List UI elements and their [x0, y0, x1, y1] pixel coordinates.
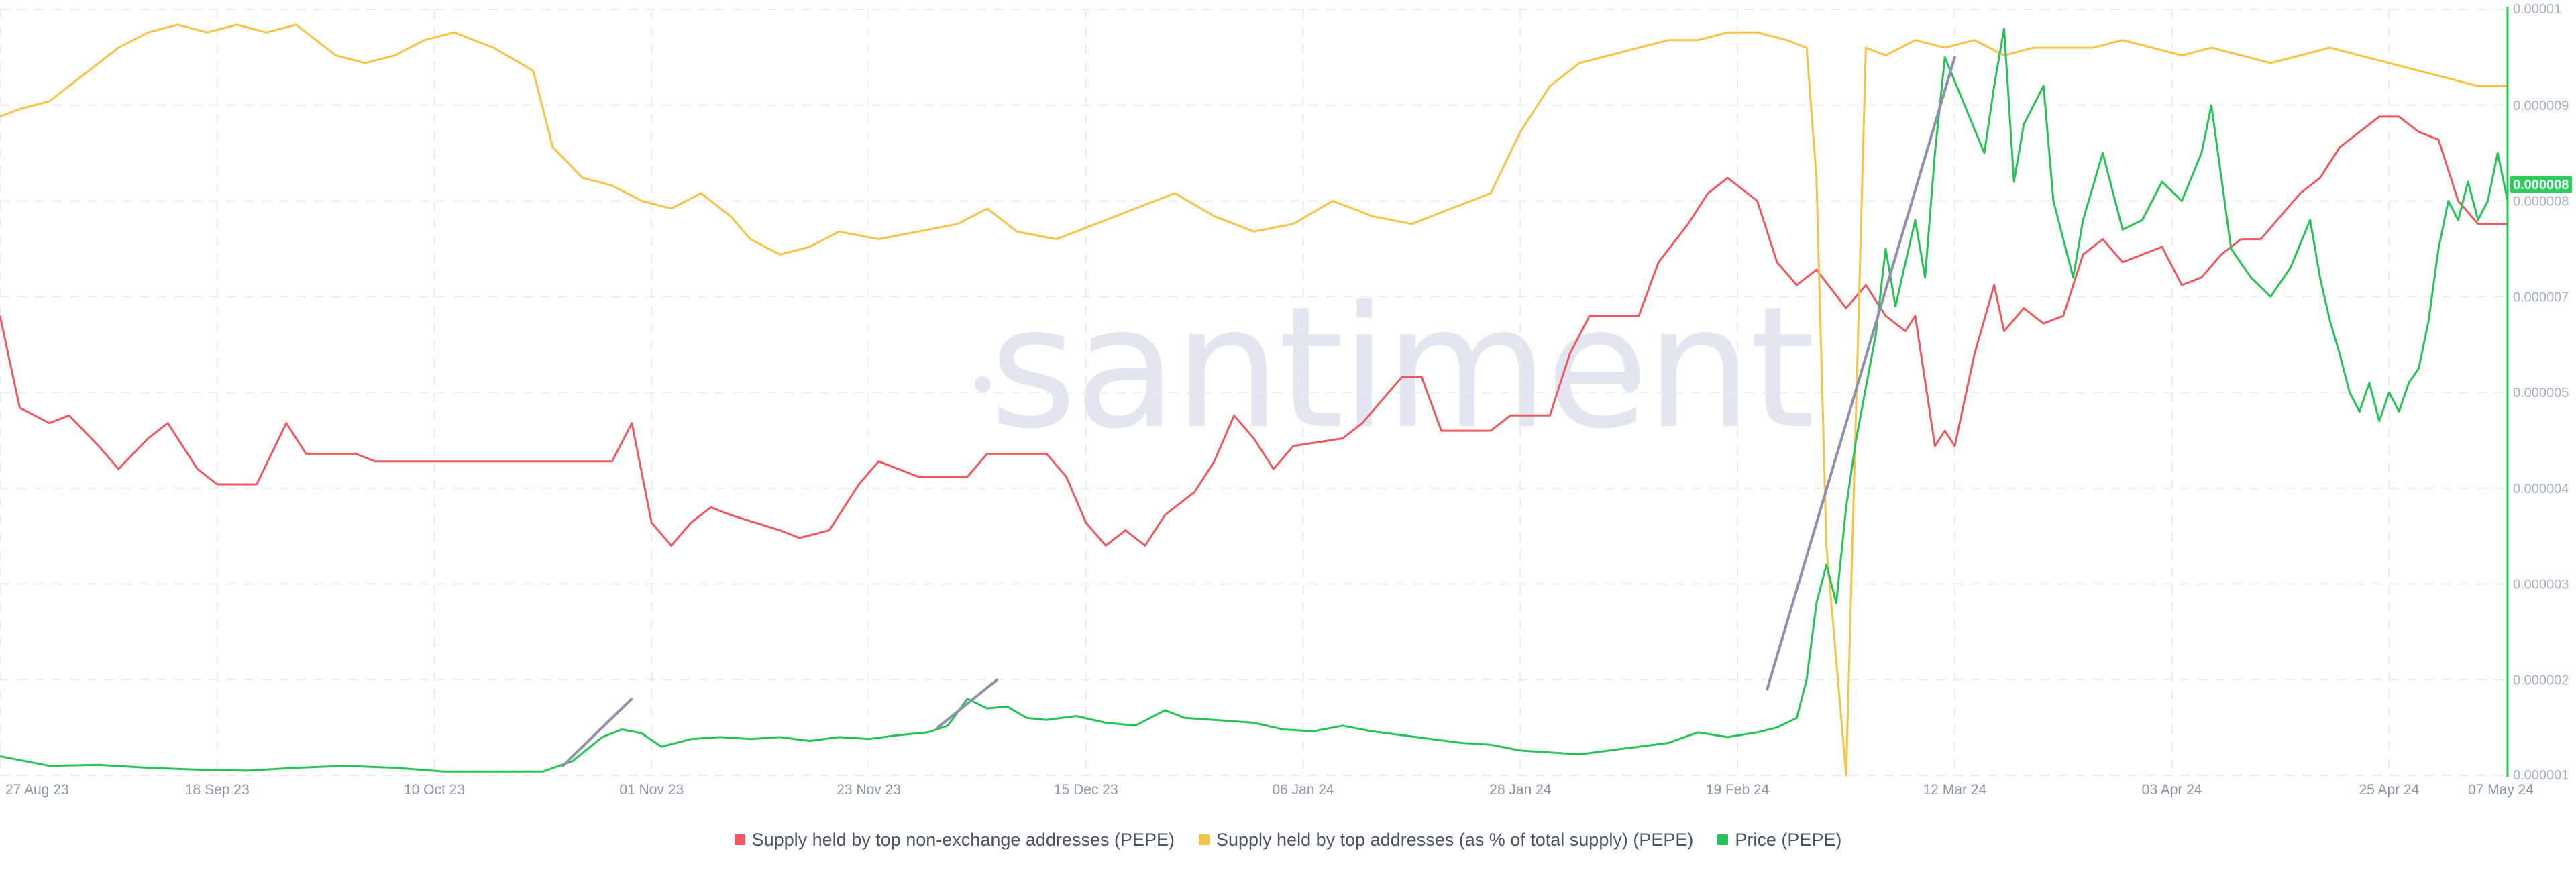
- series-lines: [0, 23, 2509, 777]
- y-tick-label: 0.00001: [2513, 2, 2561, 17]
- y-tick-label: 0.000008: [2513, 195, 2569, 209]
- y-tick-label: 0.000002: [2513, 673, 2569, 688]
- y-tick-label: 0.000004: [2513, 482, 2569, 496]
- trendline: [561, 697, 633, 767]
- series-line-3: [0, 28, 2509, 773]
- legend-item-1[interactable]: Supply held by top non-exchange addresse…: [734, 829, 1175, 851]
- trendline: [1766, 56, 1956, 691]
- current-price-tag-bg: [2510, 176, 2572, 193]
- legend-item-3[interactable]: Price (PEPE): [1717, 830, 1841, 851]
- x-tick-label: 19 Feb 24: [1706, 782, 1770, 798]
- trendline: [936, 678, 999, 729]
- watermark-dot-right: [1622, 376, 1638, 392]
- current-price-label: 0.000008: [2513, 178, 2569, 193]
- y-tick-label: 0.000009: [2513, 99, 2569, 113]
- x-tick-label: 18 Sep 23: [185, 782, 250, 798]
- legend-label: Price (PEPE): [1735, 829, 1842, 850]
- x-tick-label: 12 Mar 24: [1923, 782, 1987, 798]
- santiment-watermark: santiment: [975, 270, 1815, 466]
- legend: Supply held by top non-exchange addresse…: [0, 824, 2576, 856]
- trendline-annotations: [561, 56, 1956, 767]
- legend-swatch: [1717, 834, 1729, 845]
- x-tick-label: 23 Nov 23: [837, 782, 901, 798]
- x-tick-label: 27 Aug 23: [5, 782, 69, 798]
- series-line-1: [0, 115, 2508, 547]
- y-tick-label: 0.000003: [2513, 578, 2569, 592]
- x-tick-label: 28 Jan 24: [1489, 782, 1552, 798]
- x-tick-label: 03 Apr 24: [2142, 782, 2202, 798]
- legend-label: Supply held by top addresses (as % of to…: [1216, 829, 1694, 850]
- legend-swatch: [734, 834, 745, 845]
- series-line-2: [0, 23, 2508, 777]
- x-tick-label: 06 Jan 24: [1272, 782, 1334, 798]
- legend-item-2[interactable]: Supply held by top addresses (as % of to…: [1198, 829, 1694, 851]
- x-tick-label: 15 Dec 23: [1054, 782, 1118, 798]
- legend-swatch: [1198, 834, 1210, 845]
- current-price-tag: 0.000008: [2510, 176, 2572, 193]
- x-tick-label: 01 Nov 23: [619, 782, 684, 798]
- y-tick-label: 0.000005: [2513, 386, 2569, 400]
- y-tick-label: 0.000001: [2513, 768, 2569, 783]
- watermark-text: santiment: [989, 270, 1813, 466]
- x-axis: 27 Aug 23 18 Sep 23 10 Oct 23 01 Nov 23 23 N…: [5, 782, 2534, 798]
- watermark-dot-left: [975, 376, 991, 392]
- x-tick-label: 25 Apr 24: [2359, 782, 2419, 798]
- x-tick-label: 10 Oct 23: [404, 782, 465, 798]
- y-tick-label: 0.000007: [2513, 290, 2569, 305]
- x-tick-label: 07 May 24: [2468, 782, 2534, 798]
- right-y-axis: 0.000001 0.000002 0.000003 0.000004 0.000005…: [2513, 2, 2569, 783]
- legend-label: Supply held by top non-exchange addresse…: [751, 829, 1175, 850]
